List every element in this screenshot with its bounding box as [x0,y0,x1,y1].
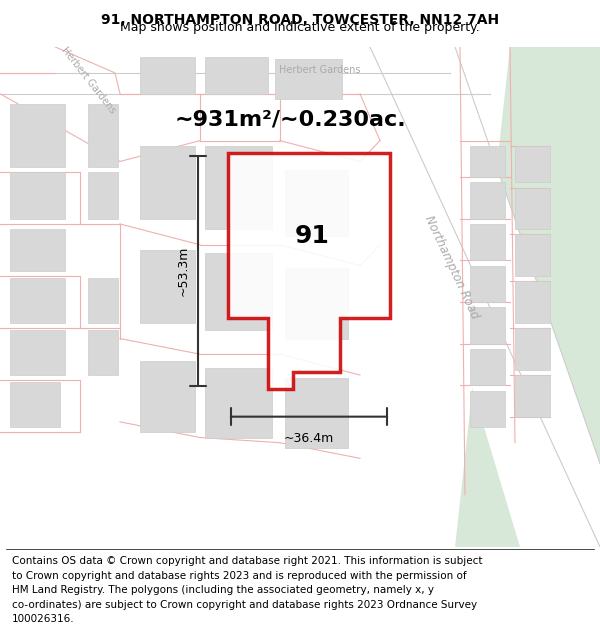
Polygon shape [205,146,272,229]
Text: ~53.3m: ~53.3m [177,246,190,296]
Polygon shape [455,47,600,547]
Polygon shape [10,229,65,271]
Polygon shape [470,391,505,427]
Polygon shape [140,250,195,323]
Text: ~931m²/~0.230ac.: ~931m²/~0.230ac. [175,110,407,130]
Polygon shape [285,378,348,448]
Polygon shape [88,104,118,167]
Polygon shape [205,253,272,330]
Polygon shape [515,234,550,276]
Polygon shape [10,382,60,427]
Polygon shape [88,278,118,323]
Text: ~36.4m: ~36.4m [284,432,334,445]
Text: 100026316.: 100026316. [12,614,74,624]
Polygon shape [470,349,505,386]
Text: Herbert Gardens: Herbert Gardens [279,65,361,75]
Polygon shape [515,188,550,229]
Text: Northampton Road: Northampton Road [422,214,482,321]
Polygon shape [140,58,195,94]
Polygon shape [10,104,65,167]
Polygon shape [10,172,65,219]
Polygon shape [10,330,65,375]
Polygon shape [205,58,268,94]
Polygon shape [140,361,195,432]
Text: co-ordinates) are subject to Crown copyright and database rights 2023 Ordnance S: co-ordinates) are subject to Crown copyr… [12,599,477,609]
Text: Map shows position and indicative extent of the property.: Map shows position and indicative extent… [120,21,480,34]
Polygon shape [88,330,118,375]
Polygon shape [228,153,390,389]
Polygon shape [285,268,348,339]
Polygon shape [515,375,550,417]
Polygon shape [470,266,505,302]
Text: 91: 91 [295,224,329,249]
Text: Contains OS data © Crown copyright and database right 2021. This information is : Contains OS data © Crown copyright and d… [12,556,482,566]
Text: 91, NORTHAMPTON ROAD, TOWCESTER, NN12 7AH: 91, NORTHAMPTON ROAD, TOWCESTER, NN12 7A… [101,13,499,27]
Polygon shape [370,47,600,547]
Polygon shape [515,328,550,370]
Polygon shape [10,278,65,323]
Text: Herbert Gardens: Herbert Gardens [59,45,117,116]
Text: HM Land Registry. The polygons (including the associated geometry, namely x, y: HM Land Registry. The polygons (includin… [12,585,434,595]
Polygon shape [285,170,348,236]
Polygon shape [470,146,505,177]
Polygon shape [140,146,195,219]
Text: to Crown copyright and database rights 2023 and is reproduced with the permissio: to Crown copyright and database rights 2… [12,571,467,581]
Polygon shape [470,182,505,219]
Polygon shape [515,281,550,323]
Polygon shape [205,368,272,438]
Polygon shape [470,224,505,261]
Polygon shape [0,47,120,203]
Polygon shape [275,59,342,99]
Polygon shape [470,308,505,344]
Polygon shape [88,172,118,219]
Polygon shape [515,146,550,182]
Bar [0,47,490,94]
